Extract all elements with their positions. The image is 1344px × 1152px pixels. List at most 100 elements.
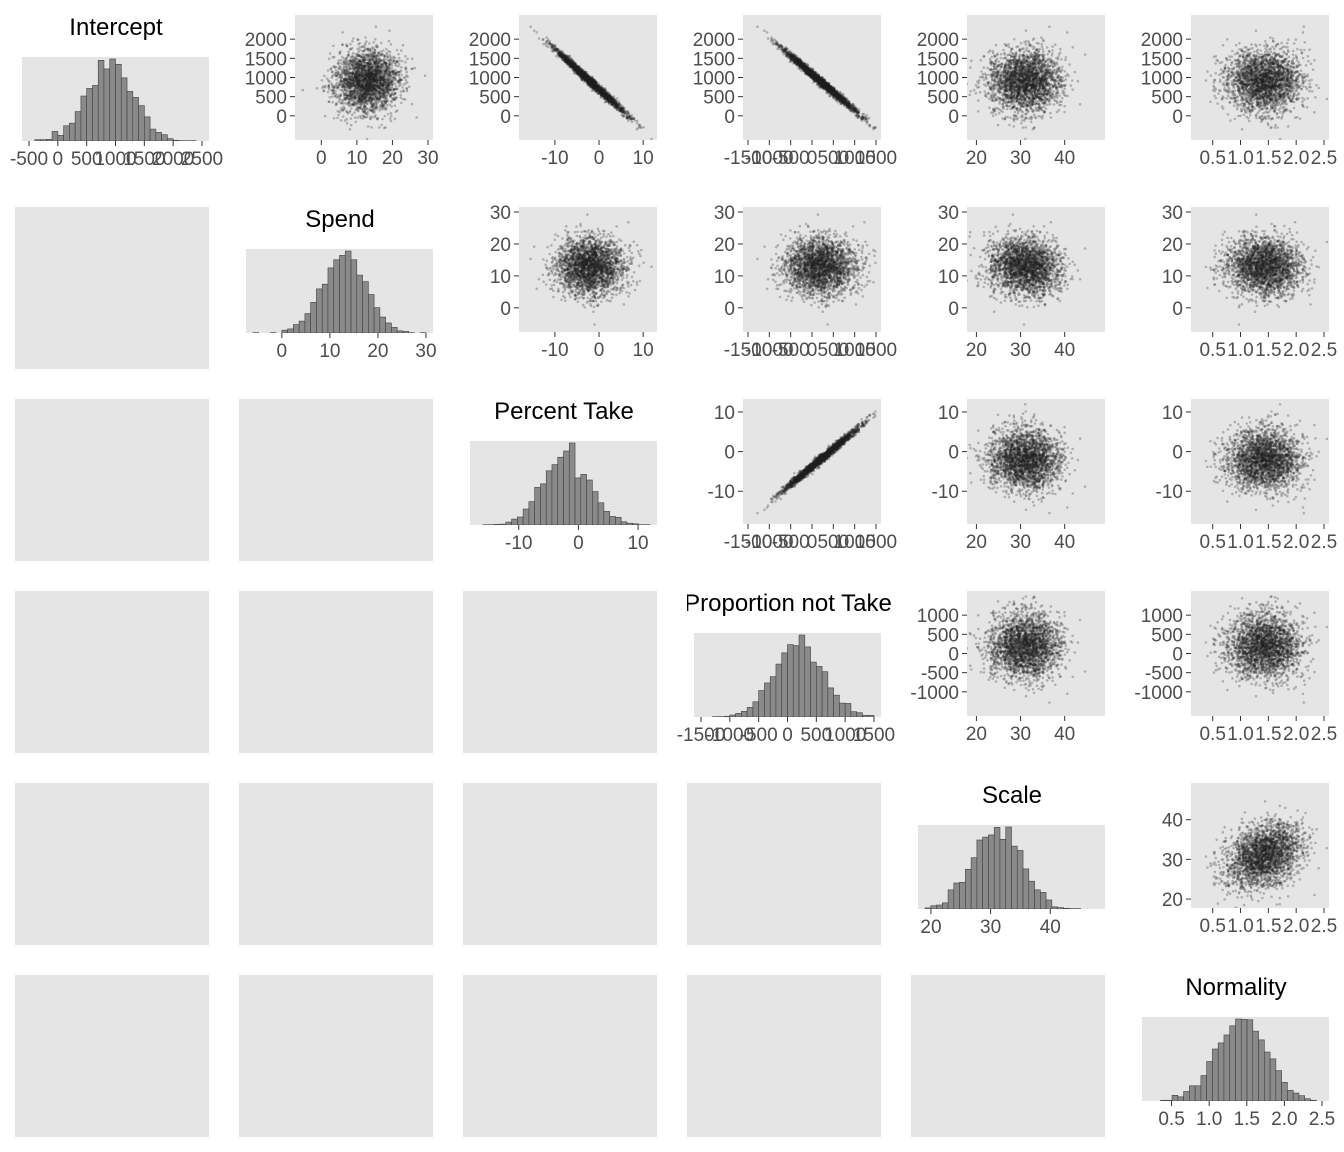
scatter-point	[384, 63, 388, 67]
scatter-point	[376, 68, 380, 71]
scatter-point	[369, 117, 372, 120]
scatter-point	[623, 110, 626, 114]
scatter-point	[589, 81, 592, 85]
scatter-point	[382, 88, 385, 92]
scatter-point	[345, 83, 349, 87]
scatter-point	[378, 92, 382, 95]
scatter-point	[366, 53, 370, 57]
scatter-point	[379, 59, 382, 62]
scatter-point	[346, 74, 350, 78]
scatter-point	[345, 118, 349, 121]
scatter-point	[573, 66, 577, 69]
scatter-point	[597, 89, 601, 93]
scatter-point	[365, 40, 368, 43]
scatter-point	[380, 78, 384, 82]
scatter-point	[389, 93, 393, 96]
scatter-point	[358, 54, 361, 58]
scatter-point	[367, 62, 371, 66]
scatter-point	[345, 89, 349, 93]
scatter-point	[413, 66, 417, 70]
histogram-bar	[103, 68, 111, 141]
scatter-point	[383, 54, 387, 58]
scatter-point	[360, 97, 363, 101]
scatter-point	[376, 79, 380, 83]
scatter-point	[366, 107, 370, 111]
scatter-point	[355, 83, 359, 87]
scatter-point	[594, 83, 598, 87]
scatter-point	[334, 65, 338, 69]
scatter-point	[371, 102, 375, 106]
scatter-point	[375, 89, 378, 93]
scatter-point	[375, 69, 379, 73]
scatter-point	[359, 75, 363, 78]
scatter-point	[363, 58, 367, 61]
scatter-point	[384, 85, 387, 89]
scatter-point	[374, 74, 378, 77]
scatter-point	[343, 69, 347, 72]
y-tick-label: 1500	[469, 49, 511, 70]
scatter-point	[382, 96, 385, 99]
scatter-point	[380, 65, 384, 68]
scatter-point	[382, 66, 386, 70]
scatter-point	[363, 61, 366, 64]
scatter-point	[386, 55, 390, 59]
scatter-point	[386, 64, 389, 68]
scatter-point	[388, 58, 392, 62]
scatter-point	[367, 72, 371, 76]
scatter-point	[366, 66, 369, 70]
scatter-point	[384, 89, 388, 93]
scatter-point	[347, 50, 350, 54]
scatter-point	[368, 77, 371, 80]
scatter-point	[391, 70, 394, 73]
scatter-point	[362, 66, 365, 70]
scatter-point	[345, 77, 348, 80]
scatter-point	[380, 64, 383, 67]
scatter-point	[374, 55, 378, 58]
scatter-point	[358, 73, 362, 76]
scatter-point	[371, 46, 374, 49]
scatter-point	[591, 83, 595, 87]
scatter-point	[358, 81, 362, 85]
scatter-point	[356, 57, 360, 61]
scatter-point	[346, 62, 349, 65]
scatter-point	[361, 83, 365, 87]
scatter-point	[353, 101, 357, 104]
scatter-point	[393, 71, 397, 74]
scatter-point	[571, 64, 574, 68]
scatter-point	[333, 55, 336, 59]
scatter-point	[558, 53, 562, 57]
scatter-point	[390, 85, 393, 89]
scatter-point	[381, 76, 384, 79]
scatter-point	[393, 92, 397, 95]
scatter-point	[335, 74, 338, 78]
scatter-point	[379, 82, 383, 85]
scatter-point	[625, 113, 628, 117]
scatter-point	[349, 96, 353, 100]
scatter-point	[370, 71, 374, 75]
scatter-point	[398, 59, 402, 63]
scatter-point	[351, 79, 354, 82]
scatter-point	[344, 78, 348, 82]
scatter-point	[387, 73, 391, 77]
scatter-point	[362, 80, 366, 84]
scatter-point	[374, 62, 378, 66]
scatter-point	[359, 100, 363, 104]
scatter-point	[387, 59, 391, 63]
scatter-point	[330, 82, 333, 85]
scatter-point	[394, 72, 397, 75]
scatter-point	[387, 63, 391, 67]
scatter-point	[594, 87, 598, 90]
scatter-point	[372, 84, 376, 88]
scatter-point	[590, 80, 594, 84]
scatter-point	[373, 95, 377, 99]
scatter-point	[376, 53, 379, 57]
scatter-point	[327, 57, 331, 61]
scatter-point	[344, 77, 348, 81]
scatter-point	[344, 81, 347, 84]
scatter-point	[362, 90, 366, 93]
scatter-point	[349, 80, 352, 84]
scatter-point	[378, 58, 382, 61]
scatter-point	[362, 110, 366, 113]
scatter-point	[367, 81, 370, 85]
scatter-point	[361, 76, 365, 79]
